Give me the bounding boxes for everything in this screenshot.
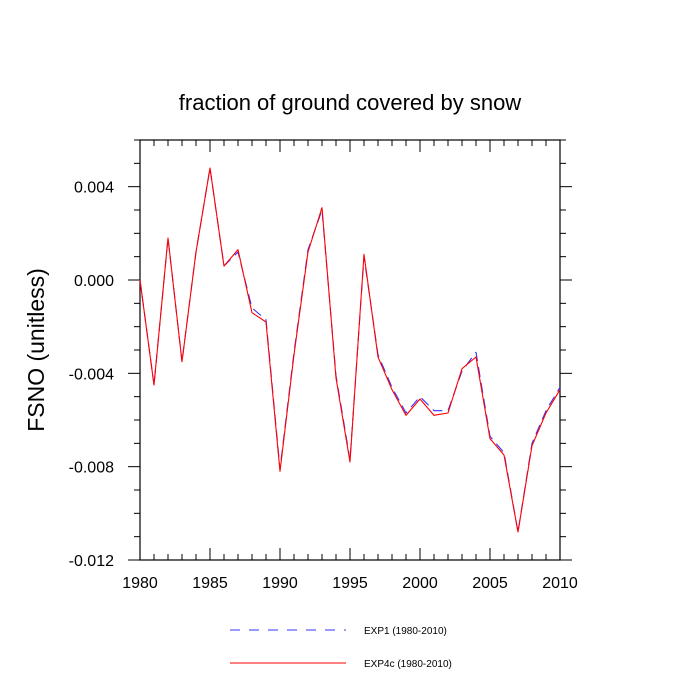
x-tick-label: 1980 (122, 575, 158, 592)
x-tick-label: 2005 (472, 575, 508, 592)
x-tick-label: 1995 (332, 575, 368, 592)
y-tick-label: -0.012 (69, 553, 114, 570)
y-tick-label: -0.004 (69, 366, 114, 383)
y-tick-label: -0.008 (69, 460, 114, 477)
x-tick-label: 2000 (402, 575, 438, 592)
series-line-2 (139, 167, 561, 533)
legend-label-1: EXP1 (1980-2010) (364, 626, 447, 637)
y-tick-label: 0.000 (74, 273, 114, 290)
plot-frame (139, 139, 561, 561)
x-tick-label: 2010 (542, 575, 578, 592)
x-tick-label: 1990 (262, 575, 298, 592)
y-axis-label: FSNO (unitless) (23, 268, 49, 432)
chart-title: fraction of ground covered by snow (179, 90, 522, 115)
plot-area: 1980 1985 1990 1995 2000 2005 2010 -0.012 -0.008… (69, 139, 578, 670)
y-tick-label: 0.004 (74, 180, 114, 197)
x-tick-label: 1985 (192, 575, 228, 592)
legend-label-2: EXP4c (1980-2010) (364, 659, 452, 670)
series-line-1 (139, 167, 561, 533)
